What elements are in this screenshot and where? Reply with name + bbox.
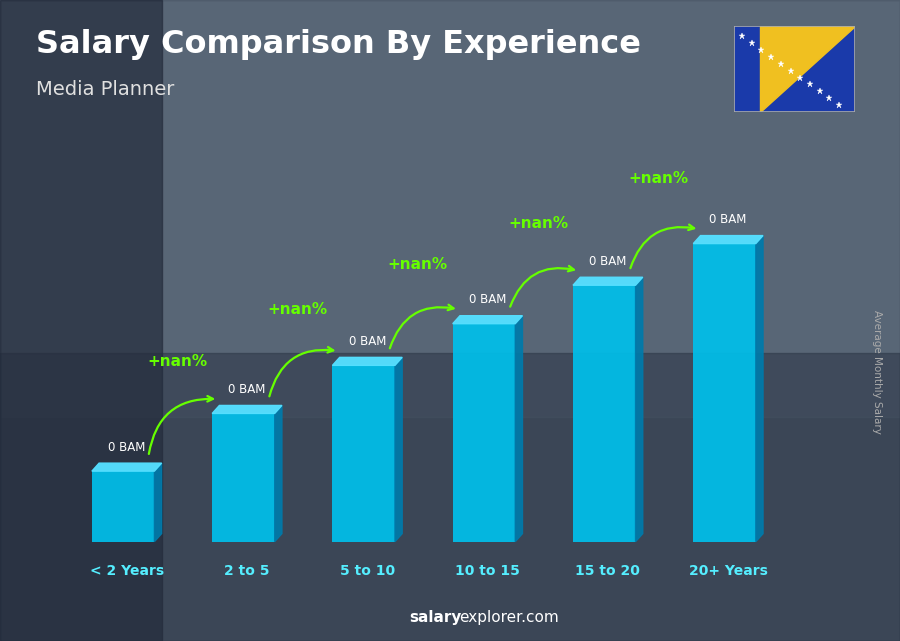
Text: Media Planner: Media Planner xyxy=(36,80,175,99)
Bar xyxy=(212,413,274,542)
Polygon shape xyxy=(760,26,855,112)
Text: explorer.com: explorer.com xyxy=(459,610,559,625)
Text: +nan%: +nan% xyxy=(508,216,568,231)
Text: 0 BAM: 0 BAM xyxy=(590,254,626,267)
Polygon shape xyxy=(756,235,763,542)
Text: 0 BAM: 0 BAM xyxy=(348,335,386,347)
Bar xyxy=(0,0,162,641)
Polygon shape xyxy=(212,405,282,413)
Text: salary: salary xyxy=(410,610,462,625)
Polygon shape xyxy=(693,235,763,244)
Text: 0 BAM: 0 BAM xyxy=(469,293,507,306)
Polygon shape xyxy=(573,277,643,285)
Polygon shape xyxy=(332,357,402,365)
Polygon shape xyxy=(274,405,282,542)
Text: +nan%: +nan% xyxy=(628,171,688,186)
Polygon shape xyxy=(92,463,162,471)
Text: 0 BAM: 0 BAM xyxy=(229,383,266,395)
Bar xyxy=(0,0,900,417)
Polygon shape xyxy=(453,315,523,324)
Text: 10 to 15: 10 to 15 xyxy=(455,564,520,578)
Bar xyxy=(453,324,516,542)
Bar xyxy=(573,285,635,542)
Text: +nan%: +nan% xyxy=(148,354,207,369)
Text: +nan%: +nan% xyxy=(267,303,328,317)
Text: +nan%: +nan% xyxy=(388,258,448,272)
Text: 5 to 10: 5 to 10 xyxy=(340,564,395,578)
Bar xyxy=(0,353,900,641)
Text: Salary Comparison By Experience: Salary Comparison By Experience xyxy=(36,29,641,60)
Polygon shape xyxy=(516,315,523,542)
Text: 2 to 5: 2 to 5 xyxy=(224,564,270,578)
Polygon shape xyxy=(395,357,402,542)
Polygon shape xyxy=(155,463,162,542)
Text: 0 BAM: 0 BAM xyxy=(709,213,747,226)
Text: 15 to 20: 15 to 20 xyxy=(575,564,640,578)
Bar xyxy=(332,365,395,542)
Bar xyxy=(693,244,756,542)
Text: Average Monthly Salary: Average Monthly Salary xyxy=(872,310,883,434)
Polygon shape xyxy=(635,277,643,542)
Text: < 2 Years: < 2 Years xyxy=(90,564,164,578)
Bar xyxy=(92,471,155,542)
Text: 0 BAM: 0 BAM xyxy=(108,440,146,454)
Text: 20+ Years: 20+ Years xyxy=(688,564,768,578)
